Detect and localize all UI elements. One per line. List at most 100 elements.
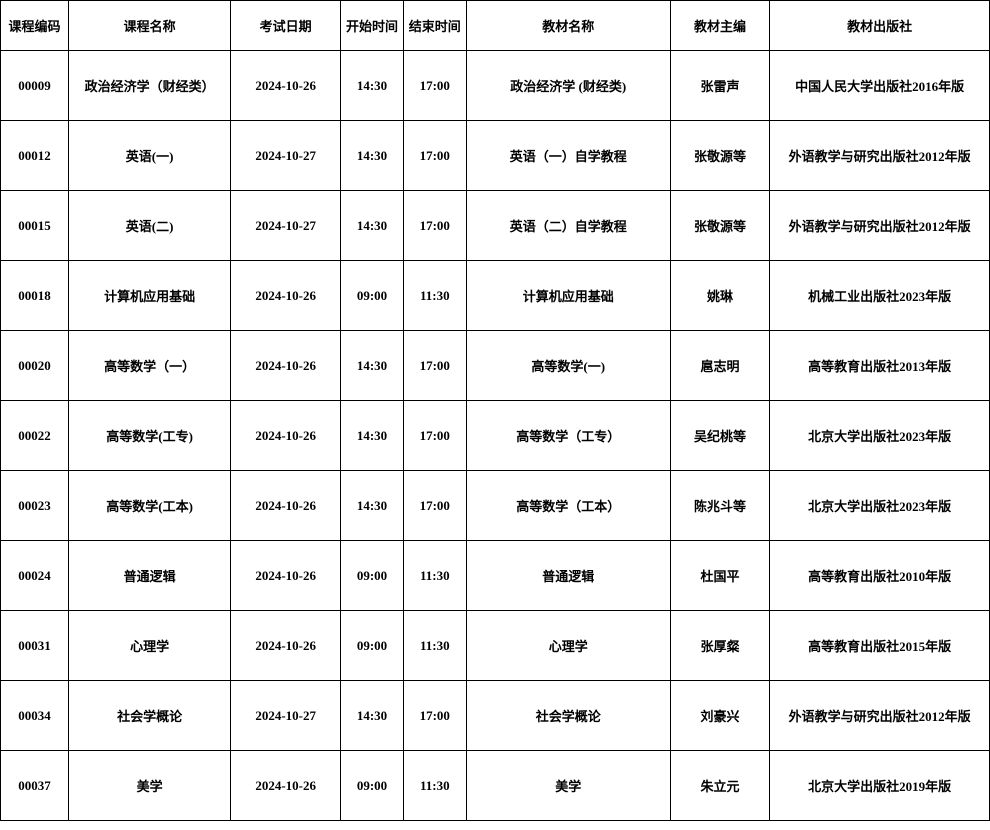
cell-date: 2024-10-26: [231, 261, 341, 331]
table-row: 00037美学2024-10-2609:0011:30美学朱立元北京大学出版社2…: [1, 751, 990, 821]
cell-end: 17:00: [403, 401, 466, 471]
cell-publisher: 外语教学与研究出版社2012年版: [770, 191, 990, 261]
cell-book: 社会学概论: [466, 681, 670, 751]
table-row: 00009政治经济学（财经类）2024-10-2614:3017:00政治经济学…: [1, 51, 990, 121]
cell-book: 英语（二）自学教程: [466, 191, 670, 261]
cell-end: 17:00: [403, 51, 466, 121]
cell-start: 14:30: [341, 331, 404, 401]
header-start: 开始时间: [341, 1, 404, 51]
cell-editor: 杜国平: [670, 541, 769, 611]
cell-publisher: 高等教育出版社2013年版: [770, 331, 990, 401]
cell-name: 英语(一): [69, 121, 231, 191]
cell-name: 心理学: [69, 611, 231, 681]
cell-code: 00024: [1, 541, 69, 611]
cell-code: 00037: [1, 751, 69, 821]
cell-date: 2024-10-26: [231, 51, 341, 121]
table-row: 00024普通逻辑2024-10-2609:0011:30普通逻辑杜国平高等教育…: [1, 541, 990, 611]
cell-publisher: 北京大学出版社2023年版: [770, 471, 990, 541]
cell-publisher: 中国人民大学出版社2016年版: [770, 51, 990, 121]
cell-start: 09:00: [341, 541, 404, 611]
header-book: 教材名称: [466, 1, 670, 51]
cell-editor: 朱立元: [670, 751, 769, 821]
cell-name: 计算机应用基础: [69, 261, 231, 331]
table-row: 00022高等数学(工专)2024-10-2614:3017:00高等数学（工专…: [1, 401, 990, 471]
cell-code: 00034: [1, 681, 69, 751]
cell-date: 2024-10-26: [231, 541, 341, 611]
cell-code: 00020: [1, 331, 69, 401]
cell-editor: 扈志明: [670, 331, 769, 401]
cell-end: 11:30: [403, 611, 466, 681]
header-code: 课程编码: [1, 1, 69, 51]
cell-book: 英语（一）自学教程: [466, 121, 670, 191]
cell-name: 美学: [69, 751, 231, 821]
cell-end: 17:00: [403, 681, 466, 751]
cell-start: 09:00: [341, 261, 404, 331]
cell-code: 00018: [1, 261, 69, 331]
cell-code: 00012: [1, 121, 69, 191]
cell-editor: 姚琳: [670, 261, 769, 331]
table-body: 00009政治经济学（财经类）2024-10-2614:3017:00政治经济学…: [1, 51, 990, 821]
cell-publisher: 高等教育出版社2010年版: [770, 541, 990, 611]
cell-book: 高等数学（工专）: [466, 401, 670, 471]
cell-date: 2024-10-26: [231, 471, 341, 541]
cell-editor: 陈兆斗等: [670, 471, 769, 541]
cell-date: 2024-10-27: [231, 191, 341, 261]
header-end: 结束时间: [403, 1, 466, 51]
cell-end: 11:30: [403, 261, 466, 331]
cell-editor: 张敬源等: [670, 121, 769, 191]
cell-publisher: 北京大学出版社2023年版: [770, 401, 990, 471]
cell-publisher: 高等教育出版社2015年版: [770, 611, 990, 681]
cell-date: 2024-10-26: [231, 331, 341, 401]
table-row: 00020高等数学（一）2024-10-2614:3017:00高等数学(一)扈…: [1, 331, 990, 401]
cell-end: 11:30: [403, 751, 466, 821]
table-row: 00012英语(一)2024-10-2714:3017:00英语（一）自学教程张…: [1, 121, 990, 191]
cell-publisher: 北京大学出版社2019年版: [770, 751, 990, 821]
cell-start: 14:30: [341, 191, 404, 261]
table-header-row: 课程编码 课程名称 考试日期 开始时间 结束时间 教材名称 教材主编 教材出版社: [1, 1, 990, 51]
header-publisher: 教材出版社: [770, 1, 990, 51]
cell-start: 14:30: [341, 51, 404, 121]
cell-end: 11:30: [403, 541, 466, 611]
cell-publisher: 外语教学与研究出版社2012年版: [770, 121, 990, 191]
cell-start: 14:30: [341, 471, 404, 541]
cell-name: 英语(二): [69, 191, 231, 261]
cell-name: 高等数学(工本): [69, 471, 231, 541]
cell-code: 00031: [1, 611, 69, 681]
cell-end: 17:00: [403, 471, 466, 541]
cell-end: 17:00: [403, 191, 466, 261]
cell-date: 2024-10-26: [231, 401, 341, 471]
cell-code: 00023: [1, 471, 69, 541]
cell-editor: 吴纪桃等: [670, 401, 769, 471]
table-row: 00034社会学概论2024-10-2714:3017:00社会学概论刘豪兴外语…: [1, 681, 990, 751]
cell-book: 美学: [466, 751, 670, 821]
header-date: 考试日期: [231, 1, 341, 51]
table-row: 00031心理学2024-10-2609:0011:30心理学张厚粲高等教育出版…: [1, 611, 990, 681]
cell-publisher: 外语教学与研究出版社2012年版: [770, 681, 990, 751]
cell-code: 00022: [1, 401, 69, 471]
cell-code: 00009: [1, 51, 69, 121]
cell-book: 高等数学（工本）: [466, 471, 670, 541]
cell-start: 14:30: [341, 401, 404, 471]
cell-date: 2024-10-26: [231, 751, 341, 821]
cell-date: 2024-10-27: [231, 681, 341, 751]
cell-book: 政治经济学 (财经类): [466, 51, 670, 121]
cell-editor: 张敬源等: [670, 191, 769, 261]
cell-book: 普通逻辑: [466, 541, 670, 611]
cell-name: 高等数学（一）: [69, 331, 231, 401]
cell-name: 政治经济学（财经类）: [69, 51, 231, 121]
cell-start: 09:00: [341, 611, 404, 681]
cell-editor: 刘豪兴: [670, 681, 769, 751]
cell-name: 社会学概论: [69, 681, 231, 751]
cell-editor: 张雷声: [670, 51, 769, 121]
table-row: 00018计算机应用基础2024-10-2609:0011:30计算机应用基础姚…: [1, 261, 990, 331]
cell-book: 计算机应用基础: [466, 261, 670, 331]
cell-end: 17:00: [403, 331, 466, 401]
header-editor: 教材主编: [670, 1, 769, 51]
table-row: 00023高等数学(工本)2024-10-2614:3017:00高等数学（工本…: [1, 471, 990, 541]
cell-start: 09:00: [341, 751, 404, 821]
cell-name: 普通逻辑: [69, 541, 231, 611]
cell-start: 14:30: [341, 681, 404, 751]
cell-name: 高等数学(工专): [69, 401, 231, 471]
cell-date: 2024-10-26: [231, 611, 341, 681]
cell-code: 00015: [1, 191, 69, 261]
